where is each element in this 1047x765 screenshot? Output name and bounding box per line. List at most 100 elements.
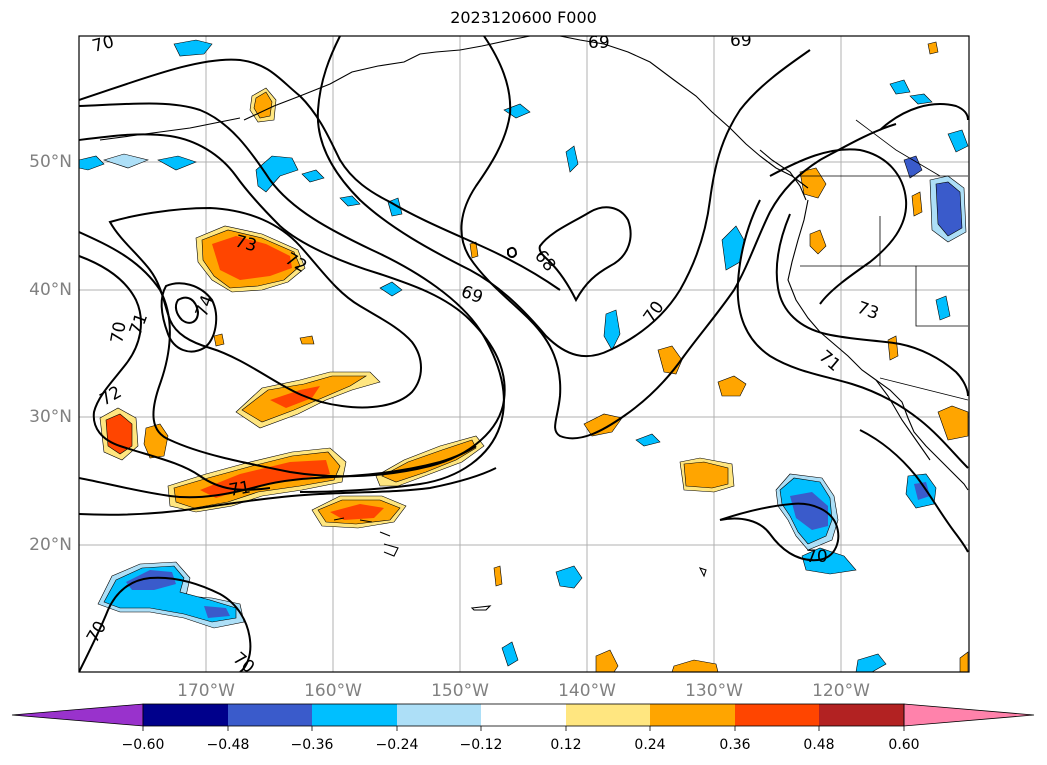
anomaly-warm-aleutian-core <box>253 91 273 119</box>
coastline-bc-coast <box>759 149 807 201</box>
anomaly-cool-ne-4 <box>909 93 933 105</box>
contour-coast-loop <box>769 148 908 305</box>
anomaly-warm-north-central-peak <box>212 236 292 280</box>
contour-label: 69 <box>730 31 752 51</box>
colorbar-low-extend <box>11 703 144 727</box>
colorbar-segment <box>481 704 566 726</box>
colorbar-segment <box>228 704 312 726</box>
contour-68 <box>538 206 632 303</box>
contour-70-far-south <box>79 467 497 516</box>
colorbar-tick-label: 0.24 <box>634 737 666 753</box>
colorbar-frame <box>142 703 905 727</box>
colorbar-segment <box>397 704 481 726</box>
contour-71-south <box>79 445 477 499</box>
contour-labels: 70 69 69 68 69 73 72 74 70 71 72 71 70 7… <box>83 31 881 678</box>
anomaly-warm-coast-2 <box>809 229 827 255</box>
anomaly-cool-se-1 <box>555 565 583 589</box>
colorbar-tick-label: 0.48 <box>803 737 835 753</box>
contour-73-east <box>775 213 969 397</box>
contour-74 <box>160 282 218 353</box>
contour-label: 70 <box>806 547 828 567</box>
anomaly-cool-se-2 <box>501 641 519 667</box>
colorbar-segment <box>735 704 819 726</box>
gridlines <box>79 36 969 672</box>
contour-label: 70 <box>229 649 258 678</box>
anomaly-cool-subtrop-east-2 <box>801 547 857 575</box>
contour-label: 69 <box>458 282 485 308</box>
contour-68-small <box>507 246 518 258</box>
colorbar-segment <box>566 704 650 726</box>
contour-label: 74 <box>192 293 218 320</box>
contour-70-south-west <box>79 576 252 672</box>
coastline-alaska-peninsula <box>243 36 531 121</box>
coastline-west-coast <box>787 199 969 491</box>
contour-72-east <box>879 103 969 131</box>
contour-label: 72 <box>97 382 126 410</box>
anomaly-cool-subtrop-east-peak <box>790 492 828 530</box>
contour-69 <box>316 36 811 358</box>
border-us-mexico <box>879 377 969 401</box>
contour-label: 69 <box>588 33 610 53</box>
contour-label: 70 <box>640 298 669 327</box>
height-contours <box>79 36 969 672</box>
contour-70-main <box>79 102 505 493</box>
lon-label-170w: 170°W <box>177 681 235 701</box>
anomaly-cool-coast-4 <box>603 309 621 351</box>
lon-label-150w: 150°W <box>431 681 489 701</box>
colorbar-tick-label: −0.24 <box>375 737 419 753</box>
coastline-hawaii <box>333 517 399 557</box>
anomaly-warm-coast-3 <box>937 405 969 441</box>
contour-label: 70 <box>83 618 111 647</box>
anomaly-warm-coast-1 <box>799 167 827 199</box>
coastline-gulf-of-alaska <box>559 36 809 189</box>
anomaly-cool-se-3 <box>635 433 661 447</box>
anomaly-warm-subtrop-east-1-core <box>683 461 729 489</box>
contour-70-north-west <box>79 58 561 291</box>
contour-label: 71 <box>227 477 252 500</box>
anomaly-cool-nw-8 <box>301 169 325 183</box>
contour-label: 70 <box>90 32 116 57</box>
anomaly-cool-ne-2 <box>947 129 969 153</box>
contour-72 <box>79 255 271 491</box>
colorbar-tick-label: −0.12 <box>459 737 503 753</box>
anomaly-cool-nw-3 <box>79 155 105 171</box>
anomaly-warm-coast-4 <box>887 335 899 361</box>
anomaly-warm-spot-3 <box>213 333 225 347</box>
anomaly-warm-spot-1 <box>493 565 503 587</box>
colorbar-segment <box>819 704 904 726</box>
anomaly-cool-southwest-peak <box>126 570 176 590</box>
contour-70-south-east <box>719 502 840 562</box>
anomaly-warm-coast-5 <box>911 191 923 217</box>
colorbar-tick-label: 0.12 <box>550 737 582 753</box>
map-area: 70 69 69 68 69 73 72 74 70 71 72 71 70 7… <box>79 31 969 678</box>
colorbar-segment <box>143 704 228 726</box>
border-us-states-3 <box>915 266 968 327</box>
lon-label-130w: 130°W <box>685 681 743 701</box>
colorbar-tick-label: −0.60 <box>121 737 165 753</box>
anomaly-cool-nw-9 <box>339 195 361 207</box>
anomaly-cool-nw-1 <box>255 155 299 193</box>
anomaly-warm-spot-4 <box>299 335 315 345</box>
anomaly-warm-south-3 <box>959 651 969 672</box>
contour-73 <box>108 206 422 409</box>
anomaly-warm-mid-band-peak <box>270 386 320 408</box>
coastline-aleutians <box>99 117 241 141</box>
anomaly-warm-east-2 <box>717 375 747 397</box>
anomaly-warm-south-1 <box>595 649 619 672</box>
contour-70-east <box>460 36 897 440</box>
borders <box>800 119 969 401</box>
colorbar-segment <box>650 704 735 726</box>
anomaly-cool-ne-5 <box>935 295 951 321</box>
contour-label: 71 <box>815 347 844 376</box>
anomaly-cool-coast-2-peak <box>914 482 930 500</box>
anomaly-warm-east-4 <box>657 345 683 375</box>
anomaly-cool-nw-7 <box>565 145 579 173</box>
coastline-baja <box>875 379 931 461</box>
colorbar-segment <box>312 704 397 726</box>
map-title: 2023120600 F000 <box>450 8 597 27</box>
anomaly-cool-nw-4 <box>103 153 149 169</box>
map-frame <box>78 35 970 673</box>
lat-label-50n: 50°N <box>29 152 72 172</box>
colorbar-tick-label: 0.60 <box>888 737 920 753</box>
